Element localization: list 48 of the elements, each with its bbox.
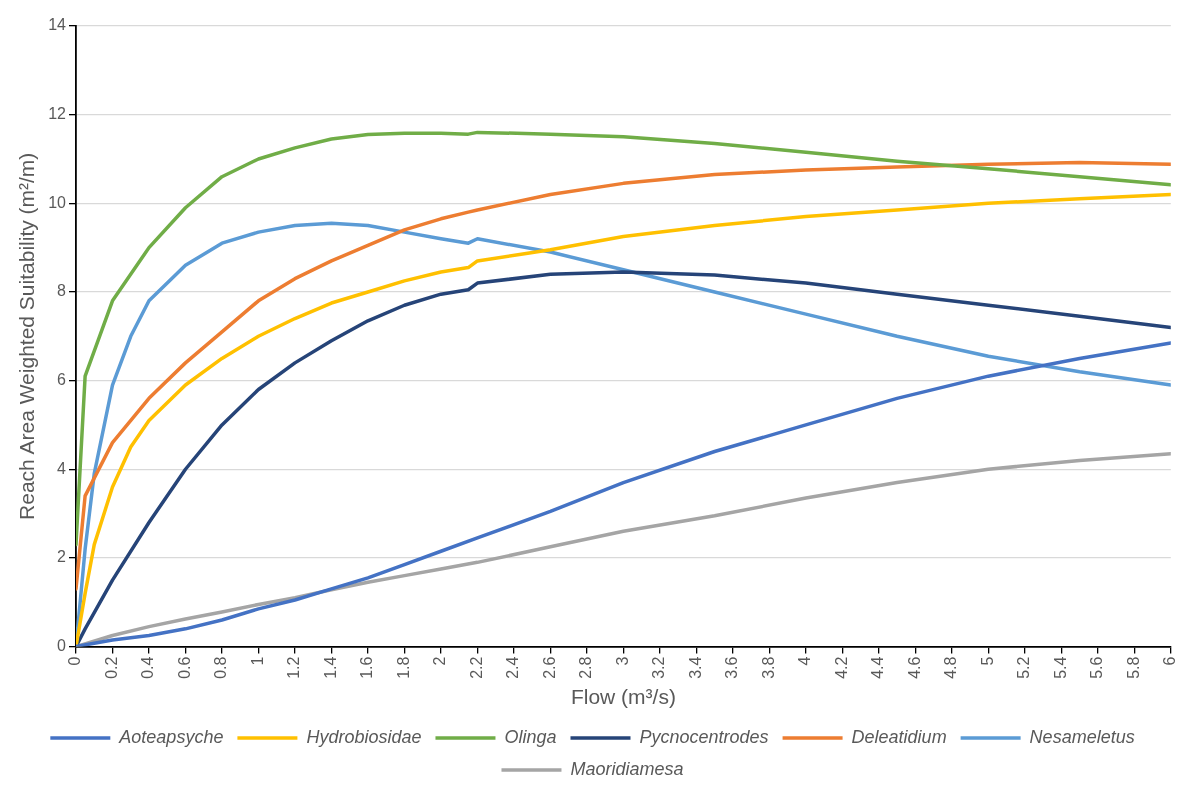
y-tick-label: 6 [57, 371, 67, 389]
x-tick-label: 2.2 [467, 656, 485, 679]
x-tick-label: 1.4 [321, 656, 339, 679]
y-tick-label: 4 [57, 459, 67, 477]
legend-label: Hydrobiosidae [306, 727, 422, 747]
x-tick-label: 0.8 [212, 656, 230, 679]
x-tick-label: 4.6 [905, 656, 923, 679]
x-tick-label: 1.2 [285, 656, 303, 679]
legend-label: Nesameletus [1029, 727, 1135, 747]
legend-label: Olinga [504, 727, 557, 747]
y-tick-label: 10 [48, 193, 67, 211]
x-tick-label: 1.8 [394, 656, 412, 679]
y-tick-label: 8 [57, 282, 67, 300]
x-tick-label: 5.2 [1015, 656, 1033, 679]
y-axis-title: Reach Area Weighted Suitability (m²/m) [15, 152, 39, 520]
x-tick-label: 2.4 [504, 656, 522, 679]
y-tick-label: 0 [57, 636, 67, 654]
x-tick-label: 5 [978, 656, 996, 666]
x-tick-label: 3.4 [686, 656, 704, 679]
x-tick-label: 5.6 [1088, 656, 1106, 679]
legend-label: Deleatidium [851, 727, 947, 747]
y-tick-label: 2 [57, 548, 67, 566]
x-tick-label: 6 [1161, 656, 1179, 666]
x-tick-label: 4 [796, 656, 814, 666]
x-tick-label: 4.4 [869, 656, 887, 679]
x-tick-label: 3.2 [650, 656, 668, 679]
x-tick-label: 2.8 [577, 656, 595, 679]
x-tick-label: 0.2 [102, 656, 120, 679]
x-tick-label: 3.8 [759, 656, 777, 679]
x-tick-label: 5.4 [1051, 656, 1069, 679]
legend-label: Maoridiamesa [570, 759, 684, 779]
x-tick-label: 3.6 [723, 656, 741, 679]
x-tick-label: 0 [66, 656, 84, 666]
x-tick-label: 5.8 [1124, 656, 1142, 679]
x-tick-label: 3 [613, 656, 631, 666]
x-tick-label: 0.4 [139, 656, 157, 679]
x-tick-label: 2.6 [540, 656, 558, 679]
x-tick-label: 4.2 [832, 656, 850, 679]
x-tick-label: 0.6 [175, 656, 193, 679]
x-tick-label: 4.8 [942, 656, 960, 679]
legend-label: Pycnocentrodes [639, 727, 769, 747]
y-tick-label: 14 [48, 16, 67, 34]
x-tick-label: 1 [248, 656, 266, 666]
x-tick-label: 1.6 [358, 656, 376, 679]
y-tick-label: 12 [48, 105, 67, 123]
x-tick-label: 2 [431, 656, 449, 666]
x-axis-title: Flow (m³/s) [570, 685, 676, 709]
legend-label: Aoteapsyche [118, 727, 224, 747]
